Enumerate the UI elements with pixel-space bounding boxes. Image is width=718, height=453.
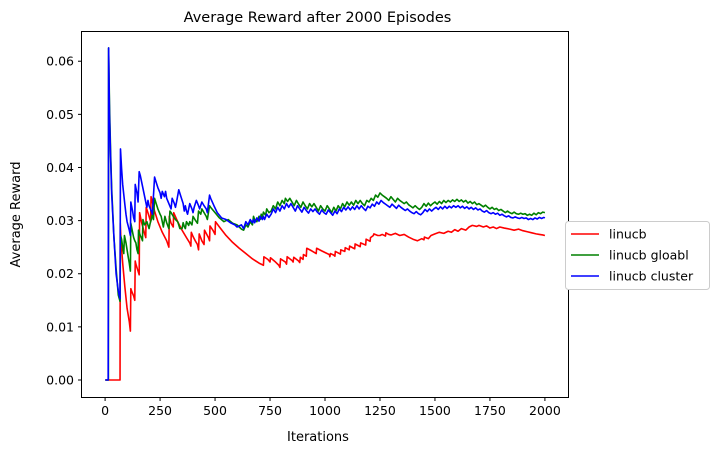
legend-label: linucb — [609, 227, 647, 242]
legend-label: linucb cluster — [609, 269, 694, 284]
x-tick-label: 1500 — [419, 403, 451, 418]
series-line-2 — [105, 47, 546, 381]
series-layer — [105, 47, 546, 381]
x-tick-label: 0 — [101, 403, 109, 418]
x-axis-label: Iterations — [287, 430, 349, 445]
y-tick-label: 0.01 — [46, 319, 74, 334]
x-tick-label: 750 — [258, 403, 282, 418]
y-tick-label: 0.02 — [46, 266, 74, 281]
legend: linucb linucb gloabl linucb cluster — [565, 221, 710, 290]
x-tick-label: 500 — [203, 403, 227, 418]
y-tick-label: 0.05 — [46, 107, 74, 122]
legend-label: linucb gloabl — [609, 248, 689, 263]
y-tick-label: 0.03 — [46, 213, 74, 228]
plot-frame — [81, 31, 569, 398]
y-tick-label: 0.06 — [46, 54, 74, 69]
series-line-1 — [105, 47, 546, 381]
series-line-0 — [105, 195, 546, 381]
chart-title: Average Reward after 2000 Episodes — [184, 10, 452, 26]
x-tick-label: 1000 — [309, 403, 341, 418]
legend-box — [565, 221, 710, 290]
y-tick-label: 0.04 — [46, 160, 74, 175]
y-tick-label: 0.00 — [46, 372, 74, 387]
x-tick-label: 2000 — [529, 403, 561, 418]
ticks-layer: 0 250 500 750 1000 1250 1500 1750 2000 0.00 0.01 0.… — [46, 54, 561, 418]
y-axis-label: Average Reward — [9, 162, 24, 268]
x-tick-label: 1750 — [474, 403, 506, 418]
x-tick-label: 1250 — [364, 403, 396, 418]
x-tick-label: 250 — [148, 403, 172, 418]
